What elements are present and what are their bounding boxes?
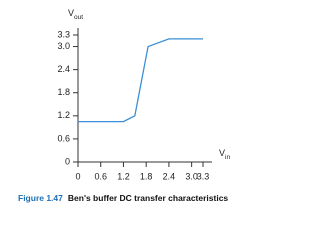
x-label-sub: in (225, 154, 230, 161)
x-tick-label: 0.6 (94, 171, 107, 181)
x-tick-label: 3.3 (197, 171, 210, 181)
y-tick-label: 1.8 (57, 87, 70, 97)
y-label-main: V (68, 8, 74, 18)
y-label-sub: out (74, 14, 83, 21)
y-tick-label: 2.4 (57, 64, 70, 74)
caption: Figure 1.47 Ben's buffer DC transfer char… (18, 193, 228, 203)
x-tick-label: 1.8 (140, 171, 153, 181)
y-tick-label: 3.0 (57, 41, 70, 51)
y-tick-label: 3.3 (57, 29, 70, 39)
x-tick-label: 3.0 (185, 171, 198, 181)
y-tick-label: 1.2 (57, 110, 70, 120)
chart: Vout Vin Figure 1.47 Ben's buffer DC tran… (18, 8, 230, 203)
caption-text: Ben's buffer DC transfer characteristics (68, 193, 229, 203)
y-axis-label: Vout (68, 8, 83, 20)
data-line (78, 38, 203, 123)
y-tick-label: 0 (65, 156, 70, 166)
y-tick-label: 0.6 (57, 133, 70, 143)
x-tick-label: 0 (75, 171, 80, 181)
x-label-main: V (219, 148, 225, 158)
x-axis-label: Vin (219, 148, 230, 160)
x-tick-label: 1.2 (117, 171, 130, 181)
caption-number: Figure 1.47 (18, 193, 63, 203)
x-tick-label: 2.4 (163, 171, 176, 181)
